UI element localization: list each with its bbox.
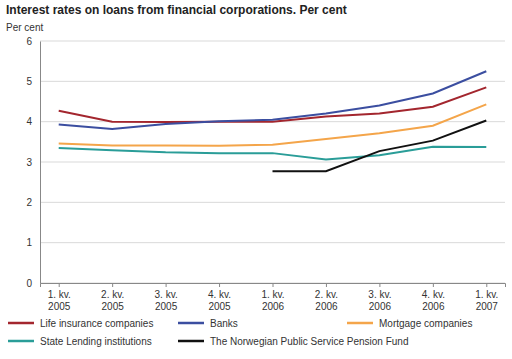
x-tick: 1. kv.2005: [48, 283, 71, 312]
x-tick-mark: [112, 283, 113, 287]
grid: [40, 41, 505, 283]
series-line: [273, 120, 487, 171]
legend-item: State Lending institutions: [8, 336, 152, 347]
y-tick: 6: [26, 36, 40, 47]
x-tick: 3. kv.2006: [368, 283, 391, 312]
y-tick-label: 3: [26, 157, 32, 168]
y-axis-title: Per cent: [6, 22, 43, 33]
grid-line: [40, 202, 505, 203]
x-tick: 2. kv.2005: [101, 283, 124, 312]
x-tick-label: 4. kv.2006: [422, 289, 445, 312]
legend: Life insurance companies Banks Mortgage co…: [8, 318, 472, 347]
x-tick-label: 4. kv.2005: [208, 289, 231, 312]
x-tick: 4. kv.2005: [208, 283, 231, 312]
legend-label: The Norwegian Public Service Pension Fun…: [210, 336, 408, 347]
y-tick: 2: [26, 197, 40, 208]
x-tick-label: 1. kv.2006: [261, 289, 284, 312]
legend-label: Life insurance companies: [40, 318, 153, 329]
legend-item: Life insurance companies: [8, 318, 153, 329]
legend-item: Banks: [178, 318, 238, 329]
legend-swatch: [178, 322, 204, 325]
grid-line: [40, 41, 505, 42]
series-line: [59, 87, 487, 122]
legend-swatch: [178, 340, 204, 343]
y-tick: 4: [26, 116, 40, 127]
grid-line: [40, 81, 505, 82]
x-tick-mark: [379, 283, 380, 287]
x-tick: 4. kv.2006: [422, 283, 445, 312]
x-axis: 1. kv.2005 2. kv.2005 3. kv.2005 4. kv.2005…: [41, 283, 506, 312]
legend-label: Mortgage companies: [379, 318, 472, 329]
x-tick-label: 1. kv.2007: [475, 289, 498, 312]
legend-label: Banks: [210, 318, 238, 329]
x-tick-mark: [486, 283, 487, 287]
x-tick-mark: [219, 283, 220, 287]
legend-label: State Lending institutions: [40, 336, 152, 347]
y-tick-label: 0: [26, 278, 32, 289]
legend-item: The Norwegian Public Service Pension Fun…: [178, 336, 408, 347]
x-axis-line: [41, 284, 506, 288]
series-line: [59, 104, 487, 146]
x-tick-mark: [326, 283, 327, 287]
grid-line: [40, 242, 505, 243]
series-line: [59, 147, 487, 160]
grid-line: [40, 162, 505, 163]
x-tick-label: 1. kv.2005: [48, 289, 71, 312]
lines: [59, 71, 487, 171]
x-tick-mark: [59, 283, 60, 287]
y-tick-label: 4: [26, 116, 32, 127]
legend-swatch: [8, 322, 34, 325]
y-axis-line: [40, 42, 41, 284]
x-tick: 1. kv.2006: [261, 283, 284, 312]
x-tick: 2. kv.2006: [315, 283, 338, 312]
y-tick-label: 5: [26, 76, 32, 87]
x-tick-mark: [433, 283, 434, 287]
y-tick-label: 1: [26, 237, 32, 248]
series-line: [59, 71, 487, 129]
x-tick: 1. kv.2007: [475, 283, 498, 312]
legend-swatch: [347, 322, 373, 325]
x-tick-label: 3. kv.2006: [368, 289, 391, 312]
y-tick: 0: [26, 278, 40, 289]
y-tick-label: 6: [26, 36, 32, 47]
legend-item: Mortgage companies: [347, 318, 472, 329]
legend-swatch: [8, 340, 34, 343]
x-tick-label: 2. kv.2006: [315, 289, 338, 312]
x-tick-mark: [273, 283, 274, 287]
y-tick: 5: [26, 76, 40, 87]
x-tick-mark: [166, 283, 167, 287]
x-tick-label: 2. kv.2005: [101, 289, 124, 312]
y-axis: 0 1 2 3 4 5 6: [26, 36, 40, 289]
title: Interest rates on loans from financial c…: [6, 3, 347, 17]
x-tick-label: 3. kv.2005: [155, 289, 178, 312]
x-tick: 3. kv.2005: [155, 283, 178, 312]
y-tick: 3: [26, 157, 40, 168]
chart: Interest rates on loans from financial c…: [0, 0, 512, 359]
y-tick: 1: [26, 237, 40, 248]
y-tick-label: 2: [26, 197, 32, 208]
